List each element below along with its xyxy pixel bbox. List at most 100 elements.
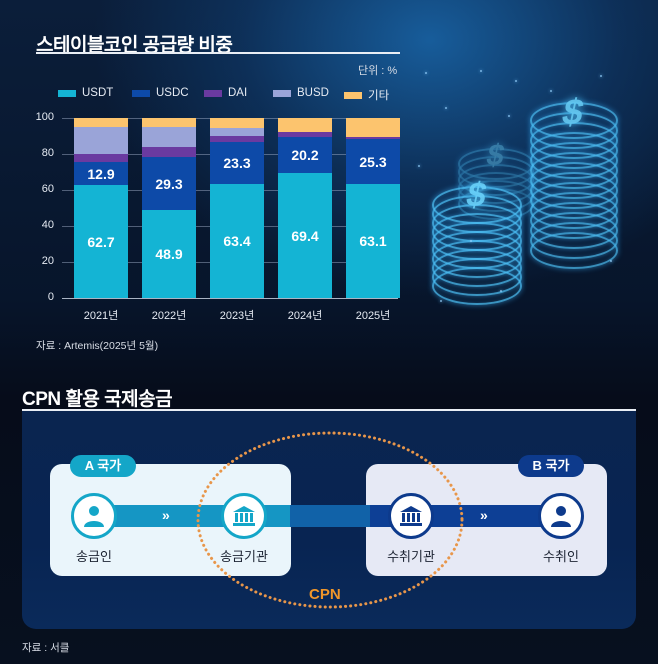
legend-swatch-busd [273,89,291,97]
sparkle [600,75,602,77]
bar-2022년: 48.9 29.3 [142,118,196,298]
legend-label-busd: BUSD [297,87,329,99]
bar-segment-BUSD [210,127,264,136]
sparkle [480,70,482,72]
sparkle [445,107,447,109]
legend-swatch-other [344,91,362,99]
y-tick-label: 20 [41,255,54,267]
node-recipient-label: 수취인 [543,549,579,564]
data-label: 25.3 [359,153,387,170]
cpn-network-circle [196,431,464,609]
data-label: 23.3 [223,154,251,171]
node-sender [71,493,117,539]
bar-segment-DAI [210,135,264,142]
node-sending-institution-label: 송금기관 [220,549,268,564]
stacked-bar-chart: 0 20 40 60 80 100 62.7 12.9 2021년 48.9 29.3 2022년 63… [0,0,410,360]
bar-segment-USDT: 69.4 [278,173,332,298]
data-label: 63.1 [359,233,387,250]
legend-item-other: 기타 [344,87,389,103]
sparkle [515,80,517,82]
sparkle [550,90,552,92]
node-receiving-institution [388,493,434,539]
bar-segment-DAI [142,146,196,158]
gridline [62,298,398,299]
person-icon [84,506,104,527]
node-sender-label: 송금인 [76,549,112,564]
country-a-badge: A 국가 [70,455,136,477]
bar-segment-USDC: 20.2 [278,136,332,174]
sparkle [425,72,427,74]
sparkle [508,115,510,117]
y-tick-label: 40 [41,219,54,231]
y-tick-label: 0 [47,291,54,303]
sparkle [440,300,442,302]
bar-segment-USDT: 63.1 [346,184,400,298]
diagram-title: CPN 활용 국제송금 [22,389,173,410]
arrow-icon-b: » [480,507,488,523]
bar-segment-기타 [346,118,400,138]
x-tick-label: 2021년 [83,310,119,322]
bar-segment-BUSD [142,127,196,147]
sparkle [418,165,420,167]
bank-icon [400,506,422,526]
y-tick-label: 100 [35,111,54,123]
unit-label: 단위 : % [358,65,398,77]
flow-bar-cross [290,505,370,527]
data-label: 69.4 [291,227,319,244]
data-label: 20.2 [291,146,319,163]
sparkle [610,260,612,262]
x-tick-label: 2025년 [355,310,391,322]
bar-segment-USDC: 25.3 [346,138,400,185]
legend-label-usdc: USDC [156,87,189,99]
node-sending-institution [221,493,267,539]
bar-segment-DAI [278,131,332,137]
data-label: 63.4 [223,232,251,249]
title-divider [36,52,400,54]
bar-segment-기타 [142,118,196,128]
country-b-badge: B 국가 [518,455,584,477]
bar-2021년: 62.7 12.9 [74,118,128,298]
bar-2025년: 63.1 25.3 [346,118,400,298]
cpn-label: CPN [309,586,341,603]
bar-segment-USDC: 23.3 [210,141,264,184]
legend-label-other: 기타 [368,90,390,102]
legend-label-dai: DAI [228,87,248,99]
bar-segment-USDT: 48.9 [142,209,196,298]
legend-swatch-usdc [132,89,150,97]
y-tick-label: 60 [41,183,54,195]
chart-title: 스테이블코인 공급량 비중 [36,35,233,56]
data-label: 62.7 [87,233,115,250]
sparkle [470,240,472,242]
x-tick-label: 2023년 [219,310,255,322]
diagram-source: 자료 : 서클 [22,642,70,654]
legend-label-usdt: USDT [82,87,114,99]
bar-segment-USDC: 29.3 [142,157,196,210]
arrow-icon-a: » [162,507,170,523]
bar-segment-USDT: 63.4 [210,183,264,298]
legend-swatch-dai [204,89,222,97]
bar-segment-USDC: 12.9 [74,161,128,186]
bar-2023년: 63.4 23.3 [210,118,264,298]
bar-2024년: 69.4 20.2 [278,118,332,298]
diagram-title-divider [22,409,636,411]
legend-item-usdc: USDC [132,87,189,99]
coin-stacks-illustration: $ $ $ [410,60,658,350]
bar-segment-기타 [74,118,128,128]
data-label: 48.9 [155,245,183,262]
person-icon [551,506,571,527]
chart-source: 자료 : Artemis(2025년 5월) [36,340,159,352]
bar-segment-USDT: 62.7 [74,185,128,298]
bar-segment-DAI [74,154,128,162]
bar-segment-기타 [210,118,264,128]
y-tick-label: 80 [41,147,54,159]
legend-item-usdt: USDT [58,87,113,99]
chart-legend: USDT USDC DAI BUSD 기타 [58,87,398,103]
bar-segment-BUSD [74,127,128,155]
data-label: 29.3 [155,175,183,192]
legend-item-dai: DAI [204,87,247,99]
legend-item-busd: BUSD [273,87,329,99]
legend-swatch-usdt [58,89,76,97]
bar-segment-기타 [278,118,332,132]
sparkle [500,290,502,292]
bar-segment-DAI [346,137,400,139]
